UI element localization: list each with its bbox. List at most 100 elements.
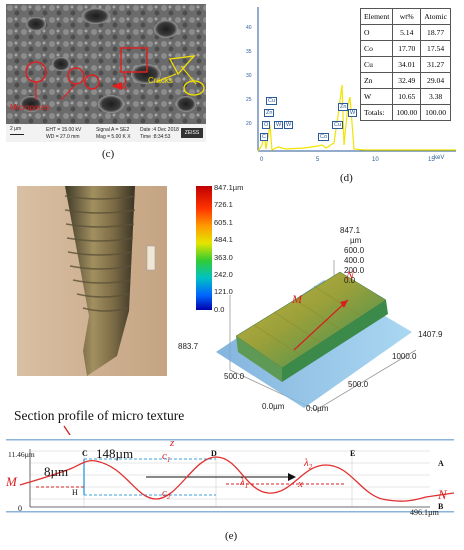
sem-info-bar: 2 µm EHT = 15.00 kV WD = 27.0 mm Signal … (6, 124, 206, 142)
table-cell: O (359, 24, 394, 41)
table-cell: Zn (359, 72, 394, 89)
eds-peak-label: C (260, 133, 268, 141)
table-header-cell: Element (359, 8, 394, 25)
surface-axis-label: 0.0 (344, 276, 356, 285)
table-cell: Cu (359, 56, 394, 73)
dim-8um-label: 8µm (44, 464, 69, 479)
table-cell: 100.00 (392, 104, 422, 121)
eds-peak-label: Cu (332, 121, 344, 129)
c2-label: c2 (162, 487, 171, 502)
eds-y-tick: 40 (246, 25, 252, 31)
scale-tick-label: 242.0 (214, 270, 233, 279)
point-d-label: D (211, 449, 217, 458)
table-cell: 100.00 (420, 104, 451, 121)
scale-tick-label: 726.1 (214, 200, 233, 210)
surface-axis-label: 883.7 (178, 342, 199, 351)
cracks-label: Cracks (148, 76, 173, 85)
caption-d: (d) (340, 172, 353, 184)
scale-tick-label: 484.1 (214, 235, 233, 245)
caption-e: (e) (225, 530, 238, 542)
lambda1-label: λ1 (240, 476, 249, 491)
eds-x-tick: 5 (316, 157, 320, 163)
surface-axis-label: 200.0 (344, 266, 365, 275)
table-cell: Co (359, 40, 394, 57)
surface-axis-label: M (292, 292, 302, 306)
table-row: W 10.65 3.38 (359, 88, 451, 105)
surface-axis-label: 600.0 (344, 246, 365, 255)
table-cell: 31.27 (420, 56, 451, 73)
table-cell: 32.49 (392, 72, 422, 89)
table-header-cell: wt% (392, 8, 422, 25)
point-c-label: C (82, 449, 88, 458)
table-cell: 3.38 (420, 88, 451, 105)
lambda2-label: λ2 (304, 457, 313, 472)
eds-x-tick: 10 (372, 157, 379, 163)
section-profile-chart (6, 435, 454, 517)
table-header-cell: Atomic (420, 8, 451, 25)
optical-micrograph (17, 186, 167, 376)
eds-spectrum: 20 25 30 35 40 0 5 10 15 (246, 7, 456, 163)
info-time: Time :8:34:53 (140, 134, 171, 140)
eds-peak-label: Zn (338, 103, 349, 111)
scale-tick-label: 605.1 (214, 217, 233, 227)
eds-y-tick: 30 (246, 73, 252, 79)
surface-axis-label: 500.0 (348, 380, 369, 389)
scale-tick-label: 363.0 (214, 252, 233, 262)
surface-axis-label: 0.0µm (306, 404, 329, 413)
composition-table: Element wt% Atomic O 5.14 18.77 Co 17.70 17.5… (359, 8, 451, 121)
x-axis-label: x (298, 478, 303, 490)
c1-label: c1 (162, 450, 171, 465)
table-row: O 5.14 18.77 (359, 24, 451, 41)
z-label: z (170, 437, 175, 449)
eds-peak-label: W (274, 121, 284, 129)
table-cell: W (359, 88, 394, 105)
x-end-label: 496.1µm (410, 508, 439, 517)
n-label: N (438, 487, 447, 502)
y-zero-label: 0 (18, 504, 22, 513)
surface-axis-label: 1000.0 (392, 352, 417, 361)
eds-x-unit: keV (434, 155, 445, 161)
scale-tick-label: 847.1µm (214, 183, 244, 192)
eds-x-tick: 0 (260, 157, 264, 163)
info-eht: EHT = 15.00 kV (46, 127, 82, 133)
eds-peak-label: W (284, 121, 294, 129)
scalebar-line (10, 134, 24, 135)
scalebar-label: 2 µm (10, 126, 22, 132)
eds-peak-label: Co (318, 133, 330, 141)
micropores-label: Micropores (10, 103, 50, 112)
table-cell: 17.70 (392, 40, 422, 57)
table-row: Zn 32.49 29.04 (359, 72, 451, 89)
table-row: Cu 34.01 31.27 (359, 56, 451, 73)
eds-y-tick: 20 (246, 121, 252, 127)
scale-tick-label: 0.0 (214, 304, 225, 314)
eds-peak-label: W (348, 109, 358, 117)
table-header-row: Element wt% Atomic (359, 8, 451, 25)
profile-title: Section profile of micro texture (14, 408, 185, 423)
point-a-label: A (438, 459, 444, 468)
color-scale-bar (196, 186, 212, 310)
y-top-label: 11.46µm (8, 450, 35, 459)
caption-c: (c) (102, 148, 115, 160)
table-cell: 10.65 (392, 88, 422, 105)
eds-y-tick: 25 (246, 97, 252, 103)
label-a: A (121, 82, 128, 92)
point-b-label: B (438, 502, 444, 511)
surface-3d-plot (216, 260, 417, 411)
dim-148um-label: 148µm (96, 446, 134, 461)
info-wd: WD = 27.0 mm (46, 134, 80, 140)
table-cell: 18.77 (420, 24, 451, 41)
eds-peak-label: Cu (266, 97, 278, 105)
table-cell: 34.01 (392, 56, 422, 73)
zeiss-logo: ZEISS (181, 128, 203, 138)
eds-peak-label: O (262, 121, 271, 129)
info-signal: Signal A = SE2 (96, 127, 130, 133)
sem-texture (6, 4, 206, 124)
surface-axis-label: 0.0µm (262, 402, 285, 411)
point-h-label: H (72, 488, 78, 497)
surface-axis-label: µm (350, 236, 362, 245)
sem-image: Micropores A Cracks 2 µm EHT = 15.00 kV … (6, 4, 206, 142)
surface-axis-label: 847.1 (340, 226, 361, 235)
eds-x-tick: 15 (428, 157, 435, 163)
table-cell: Totals: (359, 104, 394, 121)
surface-axis-label: 500.0 (224, 372, 245, 381)
